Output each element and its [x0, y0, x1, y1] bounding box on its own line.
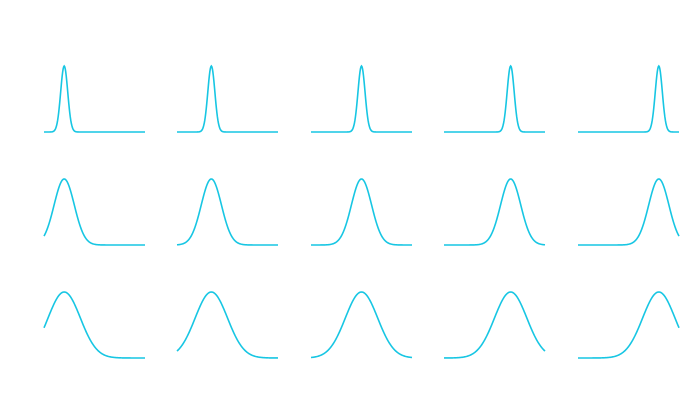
gaussian-curve [443, 291, 546, 359]
gaussian-curve [444, 178, 546, 246]
gaussian-curve [176, 291, 279, 359]
gaussian-curve [310, 291, 413, 359]
gaussian-curve [578, 291, 680, 359]
gaussian-curve [311, 178, 412, 246]
gaussian-curve [43, 291, 145, 359]
gaussian-curve [176, 178, 278, 246]
gaussian-curve [43, 178, 145, 246]
gaussian-curve [311, 64, 412, 133]
gaussian-curve [444, 64, 545, 133]
gaussian-curve [578, 64, 679, 133]
gaussian-curve [44, 64, 145, 133]
gaussian-curve [177, 64, 278, 133]
gaussian-curve [578, 178, 680, 246]
